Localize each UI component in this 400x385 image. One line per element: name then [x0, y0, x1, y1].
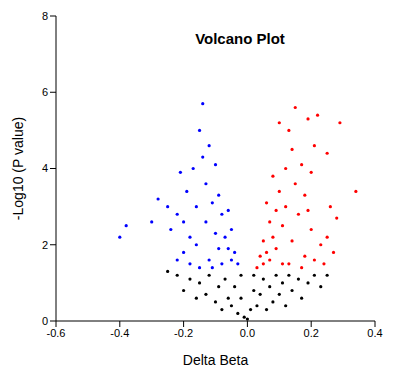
svg-text:0: 0	[42, 315, 48, 327]
svg-text:-0.2: -0.2	[174, 327, 193, 339]
svg-text:0.2: 0.2	[304, 327, 319, 339]
svg-text:4: 4	[42, 162, 48, 174]
html-text:Volcano Plot: Volcano Plot	[195, 30, 285, 47]
svg-text:-0.4: -0.4	[110, 327, 129, 339]
svg-text:Delta Beta: Delta Beta	[183, 352, 249, 368]
svg-text:8: 8	[42, 10, 48, 22]
svg-text:2: 2	[42, 239, 48, 251]
svg-text:0.4: 0.4	[367, 327, 382, 339]
svg-text:-Log10 (P value): -Log10 (P value)	[10, 117, 26, 220]
svg-text:-0.6: -0.6	[47, 327, 66, 339]
svg-text:0.0: 0.0	[240, 327, 255, 339]
svg-text:6: 6	[42, 86, 48, 98]
